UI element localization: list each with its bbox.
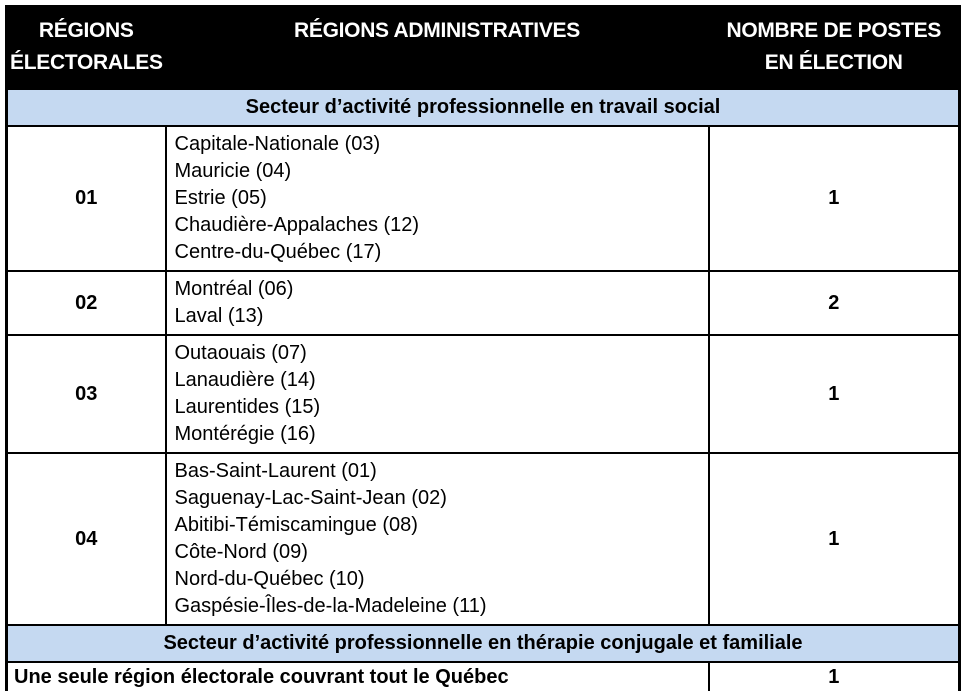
- admin-region-line: Nord-du-Québec (10): [174, 568, 365, 590]
- electoral-region-cell: 01: [5, 125, 167, 272]
- admin-region-line: Outaouais (07): [174, 342, 307, 364]
- admin-region-line: Montérégie (16): [174, 423, 316, 445]
- table-row: 03 Outaouais (07) Lanaudière (14) Lauren…: [5, 334, 961, 454]
- admin-region-line: Montréal (06): [174, 278, 294, 300]
- single-region-cell: Une seule région électorale couvrant tou…: [5, 661, 710, 691]
- table-row: 04 Bas-Saint-Laurent (01) Saguenay-Lac-S…: [5, 452, 961, 626]
- admin-region-line: Lanaudière (14): [174, 369, 316, 391]
- admin-region-line: Mauricie (04): [174, 160, 292, 182]
- postes-cell: 1: [707, 125, 961, 272]
- admin-region-line: Côte-Nord (09): [174, 541, 308, 563]
- section-row-therapie-conjugale: Secteur d’activité professionnelle en th…: [5, 624, 961, 663]
- admin-regions-cell: Montréal (06) Laval (13): [164, 270, 710, 336]
- admin-regions-cell: Bas-Saint-Laurent (01) Saguenay-Lac-Sain…: [164, 452, 710, 626]
- admin-region-line: Capitale-Nationale (03): [174, 133, 381, 155]
- table-header-row: RÉGIONS ÉLECTORALES RÉGIONS ADMINISTRATI…: [5, 5, 961, 90]
- admin-region-line: Saguenay-Lac-Saint-Jean (02): [174, 487, 447, 509]
- table-row: 02 Montréal (06) Laval (13) 2: [5, 270, 961, 336]
- section-row-travail-social: Secteur d’activité professionnelle en tr…: [5, 88, 961, 127]
- col-header-regions-administratives: RÉGIONS ADMINISTRATIVES: [164, 5, 710, 90]
- admin-region-line: Chaudière-Appalaches (12): [174, 214, 420, 236]
- admin-regions-cell: Capitale-Nationale (03) Mauricie (04) Es…: [164, 125, 710, 272]
- admin-region-line: Estrie (05): [174, 187, 267, 209]
- postes-cell: 1: [707, 452, 961, 626]
- section-title: Secteur d’activité professionnelle en th…: [5, 624, 961, 663]
- table-row: Une seule région électorale couvrant tou…: [5, 661, 961, 691]
- admin-region-line: Gaspésie-Îles-de-la-Madeleine (11): [174, 595, 487, 617]
- section-title: Secteur d’activité professionnelle en tr…: [5, 88, 961, 127]
- admin-region-line: Centre-du-Québec (17): [174, 241, 382, 263]
- electoral-region-cell: 03: [5, 334, 167, 454]
- electoral-region-cell: 04: [5, 452, 167, 626]
- col-header-regions-electorales: RÉGIONS ÉLECTORALES: [5, 5, 167, 90]
- postes-cell: 1: [707, 334, 961, 454]
- election-regions-table: RÉGIONS ÉLECTORALES RÉGIONS ADMINISTRATI…: [5, 5, 961, 691]
- col-header-nombre-de-postes: NOMBRE DE POSTES EN ÉLECTION: [707, 5, 961, 90]
- admin-region-line: Laurentides (15): [174, 396, 321, 418]
- admin-region-line: Bas-Saint-Laurent (01): [174, 460, 377, 482]
- postes-cell: 1: [707, 661, 961, 691]
- electoral-region-cell: 02: [5, 270, 167, 336]
- admin-region-line: Laval (13): [174, 305, 264, 327]
- postes-cell: 2: [707, 270, 961, 336]
- admin-regions-cell: Outaouais (07) Lanaudière (14) Laurentid…: [164, 334, 710, 454]
- admin-region-line: Abitibi-Témiscamingue (08): [174, 514, 418, 536]
- table-row: 01 Capitale-Nationale (03) Mauricie (04)…: [5, 125, 961, 272]
